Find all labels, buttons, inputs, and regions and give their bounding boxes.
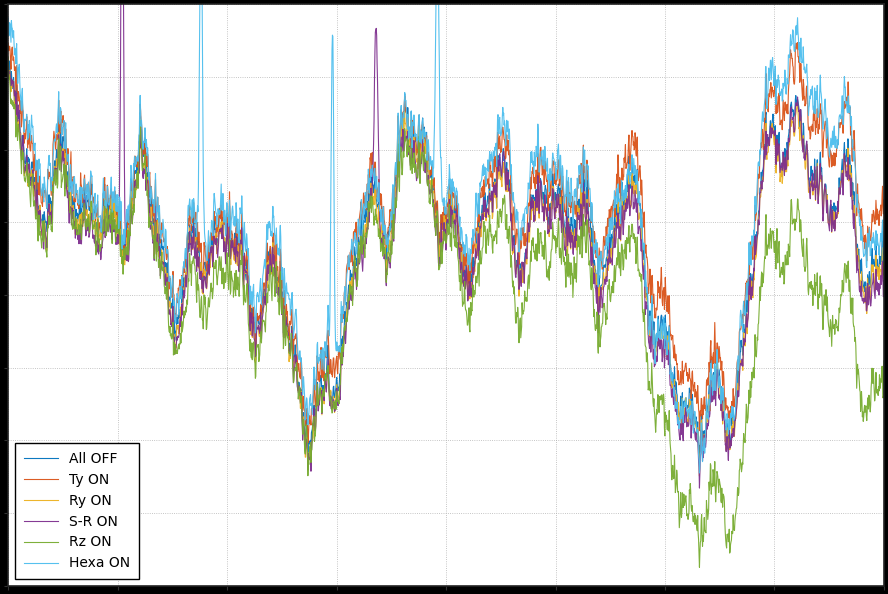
Ry ON [853,253,864,260]
Hexa ON [854,217,865,224]
S-R ON [48,182,59,189]
Ry ON [853,252,864,260]
S-R ON [429,217,440,225]
Ry ON [48,177,59,184]
Line: Ty ON: Ty ON [8,43,884,443]
Ry ON [693,424,703,431]
All OFF [853,246,864,253]
Hexa ON [406,108,416,115]
Ty ON [693,393,703,400]
S-R ON [694,485,705,492]
Rz ON [429,211,440,219]
Ty ON [853,200,864,207]
All OFF [854,260,865,267]
Ry ON [429,190,440,197]
S-R ON [878,277,888,285]
S-R ON [3,60,13,67]
Rz ON [694,564,705,571]
Ry ON [3,64,13,71]
All OFF [429,197,440,204]
Line: Hexa ON: Hexa ON [8,0,884,473]
Ry ON [878,260,888,267]
Rz ON [3,53,13,61]
Rz ON [853,366,864,373]
Ty ON [429,186,440,193]
S-R ON [406,133,416,140]
Hexa ON [693,439,703,446]
Ty ON [792,39,803,46]
Ry ON [694,472,705,479]
Ty ON [854,207,865,214]
Line: Ry ON: Ry ON [8,68,884,476]
Ty ON [406,116,416,124]
Hexa ON [429,122,440,129]
Rz ON [693,512,703,519]
Hexa ON [3,14,13,21]
Line: Rz ON: Rz ON [8,57,884,567]
All OFF [3,58,13,65]
Hexa ON [878,252,888,260]
S-R ON [853,274,864,282]
Rz ON [406,165,416,172]
All OFF [693,429,703,437]
Ty ON [878,197,888,204]
Ry ON [406,145,416,152]
Legend: All OFF, Ty ON, Ry ON, S-R ON, Rz ON, Hexa ON: All OFF, Ty ON, Ry ON, S-R ON, Rz ON, He… [15,443,139,579]
All OFF [4,58,15,65]
Hexa ON [853,206,864,213]
All OFF [48,172,59,179]
Rz ON [878,358,888,365]
Hexa ON [48,154,59,161]
All OFF [878,249,888,257]
Ty ON [48,141,59,148]
Line: S-R ON: S-R ON [8,0,884,488]
Hexa ON [694,469,705,476]
All OFF [694,460,705,467]
Ty ON [3,40,13,47]
Ty ON [303,440,313,447]
S-R ON [854,286,865,293]
Rz ON [48,184,59,191]
Rz ON [853,372,864,379]
Line: All OFF: All OFF [8,61,884,463]
All OFF [406,108,416,115]
S-R ON [693,445,703,452]
